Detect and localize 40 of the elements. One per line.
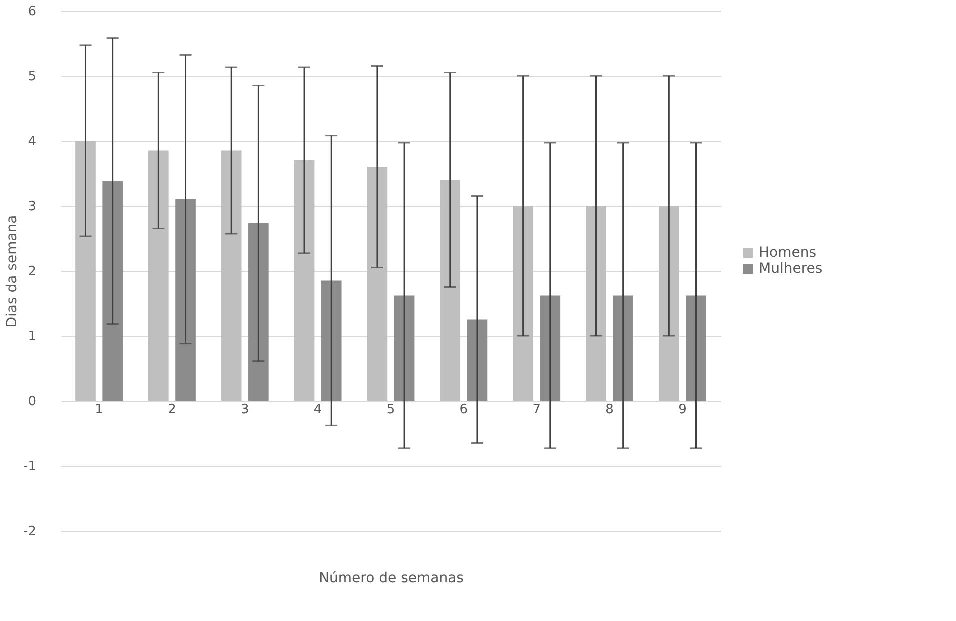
- bar: [76, 141, 96, 401]
- bar: [513, 206, 534, 401]
- x-tick-label: 8: [606, 402, 614, 418]
- bar: [367, 167, 388, 401]
- bar: [321, 280, 342, 401]
- bar: [659, 206, 680, 401]
- bar: [248, 224, 269, 401]
- y-tick-label: 4: [28, 134, 36, 150]
- bar: [294, 160, 315, 401]
- bar: [221, 150, 242, 401]
- y-tick-label: 5: [28, 70, 36, 84]
- x-tick-label: 3: [241, 402, 250, 418]
- bar: [686, 296, 706, 401]
- y-tick-label: 0: [28, 394, 36, 410]
- y-tick-label: 2: [28, 264, 36, 280]
- y-axis-title: Dias da semana: [4, 215, 21, 328]
- y-tick-label: 1: [28, 330, 36, 344]
- bar: [613, 296, 634, 401]
- bar: [440, 180, 461, 401]
- bar: [540, 296, 561, 401]
- y-tick-label: -2: [24, 524, 36, 540]
- bar: [467, 320, 488, 401]
- x-tick-label: 2: [168, 402, 176, 418]
- bar: [102, 181, 123, 401]
- y-tick-label: 3: [28, 200, 36, 214]
- bar: [176, 200, 196, 401]
- y-tick-label: -1: [24, 460, 36, 474]
- legend-label: Mulheres: [759, 261, 823, 277]
- legend-label: Homens: [759, 245, 817, 261]
- x-tick-label: 7: [532, 402, 541, 418]
- bar: [148, 150, 169, 401]
- x-tick-label: 5: [386, 402, 396, 418]
- x-tick-label: 4: [314, 402, 322, 418]
- x-tick-label: 9: [678, 402, 687, 418]
- bar: [394, 296, 415, 401]
- x-tick-label: 1: [95, 402, 104, 418]
- x-tick-label: 6: [460, 402, 468, 418]
- bar: [586, 206, 606, 401]
- x-axis-title: Número de semanas: [319, 570, 464, 586]
- y-tick-label: 6: [28, 4, 36, 20]
